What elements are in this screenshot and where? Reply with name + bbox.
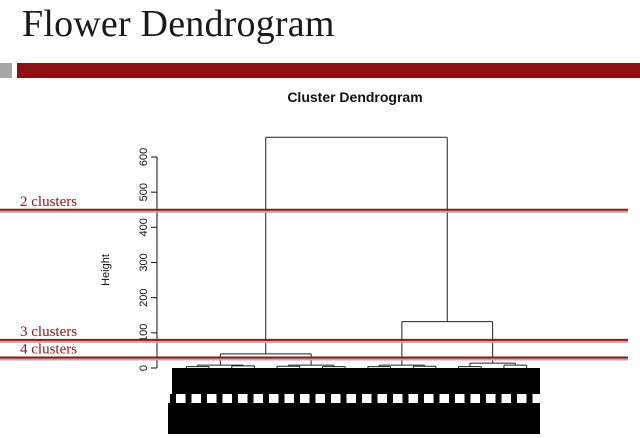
y-tick-label: 200: [138, 288, 150, 306]
leaf-labels: [168, 368, 540, 434]
dendrogram-tree: [185, 136, 528, 368]
leaf-merge-mass: [172, 368, 540, 394]
leaf-label-column: [263, 394, 269, 403]
y-tick-label: 400: [138, 218, 150, 236]
leaf-label-column: [170, 394, 176, 403]
leaf-label-column: [387, 394, 393, 403]
leaf-label-column: [433, 394, 440, 403]
title-bar-accent: [0, 63, 12, 78]
leaf-label-column: [526, 394, 533, 403]
leaf-label-column: [418, 394, 424, 403]
chart-title: Cluster Dendrogram: [287, 89, 422, 105]
cut-line-label: 4 clusters: [20, 341, 77, 357]
leaf-label-column: [340, 394, 347, 403]
leaf-label-mass: [168, 403, 540, 434]
y-tick-label: 100: [138, 324, 150, 342]
y-axis: 0 100 200 300 400 500 600: [138, 148, 158, 371]
leaf-label-column: [449, 394, 455, 403]
leaf-label-column: [185, 394, 192, 403]
leaf-label-column: [216, 394, 223, 403]
leaf-label-column: [325, 394, 331, 403]
slide-title: Flower Dendrogram: [22, 3, 335, 45]
cut-line-label: 2 clusters: [20, 194, 77, 210]
leaf-label-column: [480, 394, 486, 403]
leaf-label-column: [232, 394, 238, 403]
leaf-label-column: [309, 394, 316, 403]
cut-line-label: 3 clusters: [20, 324, 77, 340]
y-tick-label: 600: [138, 148, 150, 166]
leaf-label-column: [495, 394, 502, 403]
y-axis-label: Height: [100, 254, 112, 286]
leaf-label-column: [402, 394, 409, 403]
y-tick-label: 500: [138, 183, 150, 201]
y-tick-label: 300: [138, 253, 150, 271]
leaf-label-column: [247, 394, 254, 403]
leaf-label-column: [201, 394, 207, 403]
leaf-label-column: [464, 394, 471, 403]
leaf-label-column: [294, 394, 300, 403]
leaf-label-column: [371, 394, 378, 403]
leaf-label-column: [511, 394, 517, 403]
leaf-label-column: [356, 394, 362, 403]
y-tick-label: 0: [138, 365, 150, 371]
leaf-label-column: [278, 394, 285, 403]
title-bar: [17, 63, 640, 78]
